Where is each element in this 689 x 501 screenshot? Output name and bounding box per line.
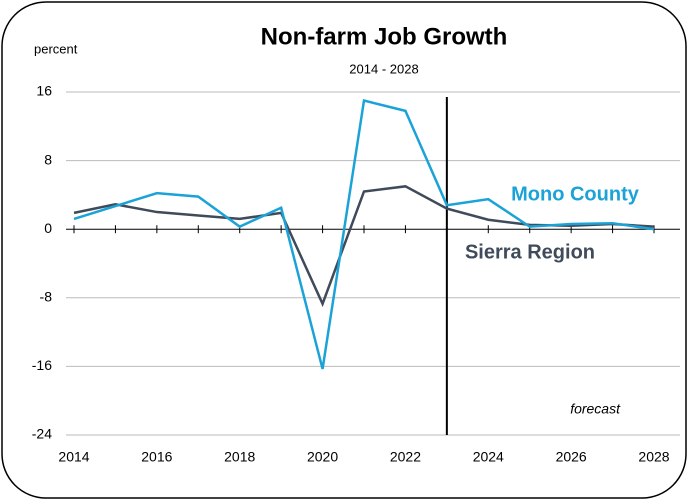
- y-tick-label: -8: [40, 289, 53, 305]
- x-tick-label: 2014: [58, 449, 89, 465]
- x-tick-label: 2026: [556, 449, 587, 465]
- x-tick-label: 2020: [307, 449, 338, 465]
- annotation: forecast: [570, 401, 621, 417]
- x-tick-label: 2022: [390, 449, 421, 465]
- x-tick-label: 2016: [141, 449, 172, 465]
- y-tick-label: -24: [32, 426, 52, 442]
- y-axis-label: percent: [34, 41, 78, 56]
- y-tick-label: 8: [44, 151, 52, 167]
- chart-title: Non-farm Job Growth: [261, 23, 508, 50]
- x-tick-label: 2018: [224, 449, 255, 465]
- chart-subtitle: 2014 - 2028: [349, 61, 418, 76]
- series-label: Mono County: [511, 183, 640, 205]
- y-tick-label: -16: [32, 357, 52, 373]
- x-tick-label: 2028: [638, 449, 669, 465]
- x-tick-label: 2024: [473, 449, 504, 465]
- series-line: [73, 99, 655, 370]
- series-label: Sierra Region: [465, 241, 595, 263]
- y-tick-label: 16: [36, 83, 52, 99]
- y-tick-label: 0: [44, 220, 52, 236]
